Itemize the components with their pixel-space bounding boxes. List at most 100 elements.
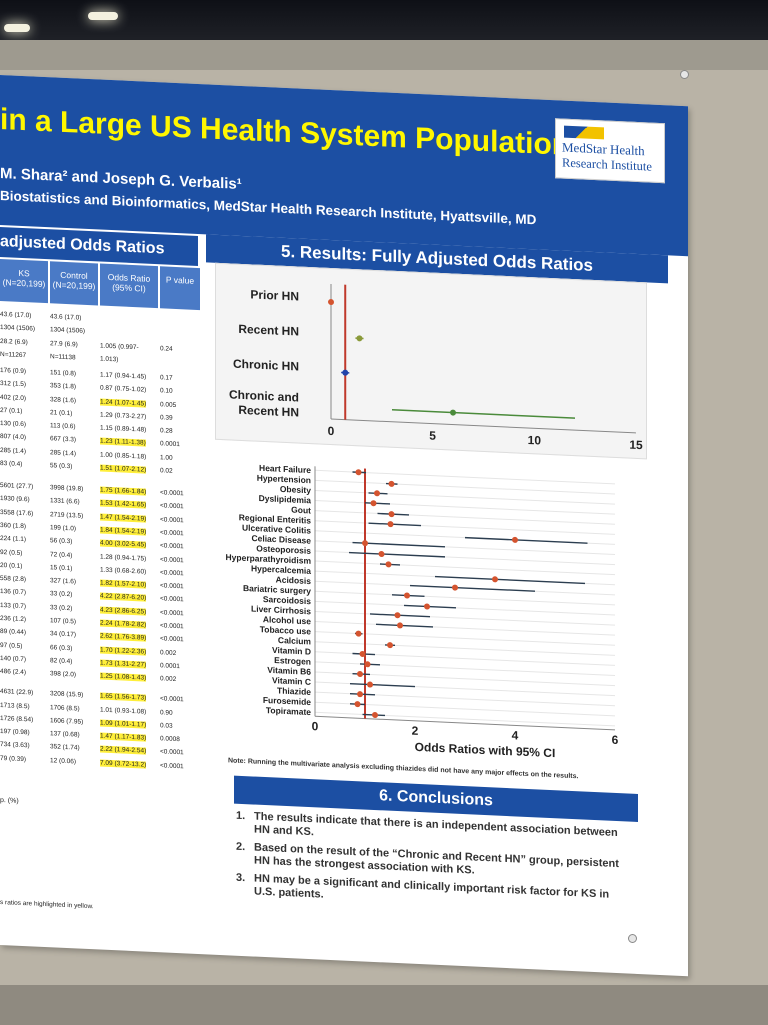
table-cell: 130 (0.6) [0,420,26,428]
table-cell: 0.0001 [160,662,180,670]
poster-title: in a Large US Health System Population [0,103,570,163]
grid-line [315,480,615,494]
x-tick-label: 0 [312,719,319,733]
table-cell: 27.9 (6.9) [50,340,78,348]
table-cell: 1.75 (1.66-1.84) [100,487,146,496]
push-pin [680,70,689,79]
x-axis-label: Odds Ratios with 95% CI [415,740,556,760]
table-cell: 328 (1.6) [50,396,76,404]
table-cell: <0.0001 [160,489,184,497]
point-marker [372,712,378,718]
y-tick-label: Recent HN [238,322,299,339]
table-cell: 1930 (9.6) [0,495,30,503]
table-cell: 2.62 (1.76-3.89) [100,633,146,642]
table-cell: N=11267 [0,351,26,359]
point-marker [388,521,394,527]
board-frame-bottom [0,985,768,1025]
table-cell: <0.0001 [160,542,184,550]
table-cell: 89 (0.44) [0,628,26,636]
point-marker [512,537,518,543]
table-cell: 327 (1.6) [50,577,76,585]
table-cell: 1.09 (1.01-1.17) [100,719,146,728]
risk-factor-forest-plot-svg: Heart FailureHypertensionObesityDyslipid… [215,457,625,766]
table-cell: 21 (0.1) [50,409,72,417]
table-cell: 2.22 (1.94-2.54) [100,746,146,755]
push-pin [628,934,637,943]
table-cell: 43.6 (17.0) [0,311,31,319]
point-marker [355,701,361,707]
table-cell: 1.01 (0.93-1.08) [100,706,146,715]
ceiling-light [88,12,118,20]
table-cell: 113 (0.6) [50,422,76,430]
table-cell: <0.0001 [160,609,184,617]
point-marker [356,630,362,636]
point-marker [374,490,380,496]
x-tick-label: 0 [328,424,335,438]
y-tick-label: Chronic HN [233,357,299,374]
point-marker [450,409,456,415]
point-marker [379,551,385,557]
table-cell: 1.82 (1.57-2.10) [100,580,146,589]
point-marker [328,299,334,305]
grid-line [315,712,615,726]
table-cell: 0.002 [160,675,176,683]
table-cell: 28.2 (6.9) [0,338,28,346]
table-cell: 133 (0.7) [0,602,26,610]
table-cell: 1.29 (0.73-2.27) [100,411,146,420]
table-stub-label: p. (%) [0,797,19,805]
table-cell: 1.51 (1.07-2.12) [100,465,146,474]
table-footnote: s ratios are highlighted in yellow. [0,899,94,910]
y-tick-label: Topiramate [266,705,311,717]
table-cell: 4.22 (2.87-6.20) [100,593,146,602]
table-cell: 1.84 (1.54-2.19) [100,526,146,535]
point-marker [387,642,393,648]
table-cell: 734 (3.63) [0,741,30,749]
table-cell: 4631 (22.9) [0,688,33,697]
table-cell: 1.73 (1.31-2.27) [100,659,146,668]
table-cell: 3558 (17.6) [0,509,33,518]
table-cell: 2719 (13.5) [50,511,83,520]
table-header: KS (N=20,199) [0,259,48,303]
table-cell: 34 (0.17) [50,631,76,639]
table-cell: N=11138 [50,353,76,361]
table-cell: 1.005 (0.997- [100,342,139,351]
point-marker [395,612,401,618]
table-cell: 398 (2.0) [50,670,76,678]
table-cell: 1726 (8.54) [0,715,33,724]
table-cell: 107 (0.5) [50,617,76,625]
table-cell: 1.47 (1.54-2.19) [100,513,146,522]
table-cell: 1.15 (0.89-1.48) [100,425,146,434]
table-cell: 2.24 (1.78-2.82) [100,620,146,629]
table-cell: 0.0001 [160,441,180,449]
ci-line [392,410,575,418]
table-cell: <0.0001 [160,529,184,537]
table-cell: 1304 (1506) [0,324,35,333]
grid-line [315,591,615,605]
table-cell: <0.0001 [160,569,184,577]
table-cell: 312 (1.5) [0,380,26,388]
table-cell: 0.87 (0.75-1.02) [100,385,146,394]
table-cell: 55 (0.3) [50,462,72,470]
poster: in a Large US Health System Population M… [0,75,688,976]
point-marker [357,691,363,697]
x-tick-label: 4 [512,728,519,742]
ci-line [376,624,433,627]
odds-ratio-table: KS (N=20,199)Control (N=20,199)Odds Rati… [0,259,202,868]
y-tick-label: Dyslipidemia [259,493,312,505]
grid-line [315,501,615,515]
ci-line [435,577,585,584]
table-cell: 1.28 (0.94-1.75) [100,553,146,562]
table-cell: 0.02 [160,467,173,475]
grid-line [315,521,615,535]
table-cell: 1.25 (1.08-1.43) [100,673,146,682]
table-cell: 807 (4.0) [0,433,26,441]
table-cell: 360 (1.8) [0,522,26,530]
table-cell: 1713 (8.5) [0,702,30,710]
x-tick-label: 15 [629,438,643,453]
table-cell: 4.00 (3.02-5.45) [100,540,146,549]
table-cell: 66 (0.3) [50,644,72,652]
table-cell: 79 (0.39) [0,755,26,763]
grid-line [315,611,615,625]
